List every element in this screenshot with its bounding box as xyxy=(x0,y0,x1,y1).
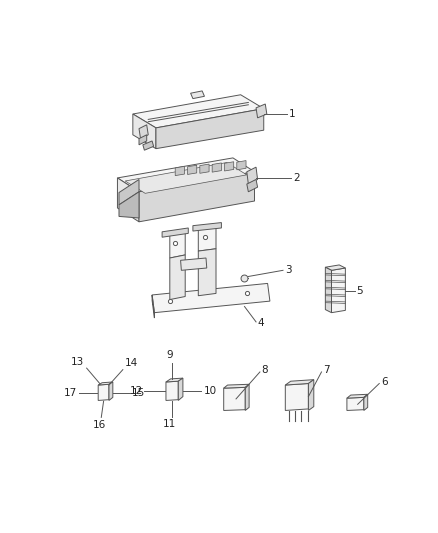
Polygon shape xyxy=(198,249,216,296)
Text: 3: 3 xyxy=(285,264,292,274)
Text: 12: 12 xyxy=(130,386,143,396)
Polygon shape xyxy=(133,95,264,128)
Polygon shape xyxy=(364,394,367,410)
Polygon shape xyxy=(109,382,113,400)
Polygon shape xyxy=(256,104,267,118)
Polygon shape xyxy=(347,398,364,410)
Polygon shape xyxy=(98,382,113,385)
Polygon shape xyxy=(139,135,147,145)
Text: 1: 1 xyxy=(289,109,296,119)
Polygon shape xyxy=(285,384,308,410)
Polygon shape xyxy=(152,284,270,313)
Polygon shape xyxy=(133,114,156,149)
Text: 13: 13 xyxy=(71,357,85,367)
Text: 14: 14 xyxy=(124,358,138,368)
Polygon shape xyxy=(125,163,247,193)
Polygon shape xyxy=(166,381,178,400)
Text: 5: 5 xyxy=(356,286,363,296)
Text: 6: 6 xyxy=(381,377,387,387)
Text: 10: 10 xyxy=(204,386,217,396)
Polygon shape xyxy=(191,91,205,99)
Polygon shape xyxy=(237,160,246,170)
Polygon shape xyxy=(170,255,185,300)
Text: 4: 4 xyxy=(258,318,264,328)
Polygon shape xyxy=(156,109,264,149)
Polygon shape xyxy=(200,164,209,173)
Polygon shape xyxy=(308,379,314,410)
Text: 8: 8 xyxy=(261,366,268,375)
Polygon shape xyxy=(187,165,197,174)
Polygon shape xyxy=(224,384,249,388)
Polygon shape xyxy=(98,384,109,400)
Text: 2: 2 xyxy=(293,173,300,183)
Text: 11: 11 xyxy=(163,419,177,429)
Polygon shape xyxy=(117,178,139,222)
Polygon shape xyxy=(162,228,188,237)
Polygon shape xyxy=(139,172,254,222)
Polygon shape xyxy=(170,230,185,258)
Text: 9: 9 xyxy=(166,350,173,360)
Polygon shape xyxy=(247,180,258,192)
Polygon shape xyxy=(347,394,367,398)
Polygon shape xyxy=(325,265,346,270)
Polygon shape xyxy=(119,180,139,205)
Polygon shape xyxy=(285,379,314,385)
Text: 7: 7 xyxy=(323,366,330,375)
Polygon shape xyxy=(224,161,234,171)
Text: 16: 16 xyxy=(93,419,106,430)
Polygon shape xyxy=(178,378,183,400)
Polygon shape xyxy=(193,223,221,231)
Polygon shape xyxy=(143,141,154,150)
Polygon shape xyxy=(325,267,332,313)
Polygon shape xyxy=(224,387,245,410)
Polygon shape xyxy=(245,384,249,410)
Polygon shape xyxy=(166,378,183,382)
Text: 17: 17 xyxy=(64,387,78,398)
Polygon shape xyxy=(247,167,258,184)
Polygon shape xyxy=(198,225,216,251)
Polygon shape xyxy=(175,166,184,175)
Polygon shape xyxy=(332,268,346,313)
Polygon shape xyxy=(117,158,254,192)
Polygon shape xyxy=(212,163,221,172)
Polygon shape xyxy=(152,295,155,318)
Polygon shape xyxy=(139,125,148,139)
Polygon shape xyxy=(180,258,207,270)
Text: 15: 15 xyxy=(132,387,145,398)
Polygon shape xyxy=(119,192,139,218)
